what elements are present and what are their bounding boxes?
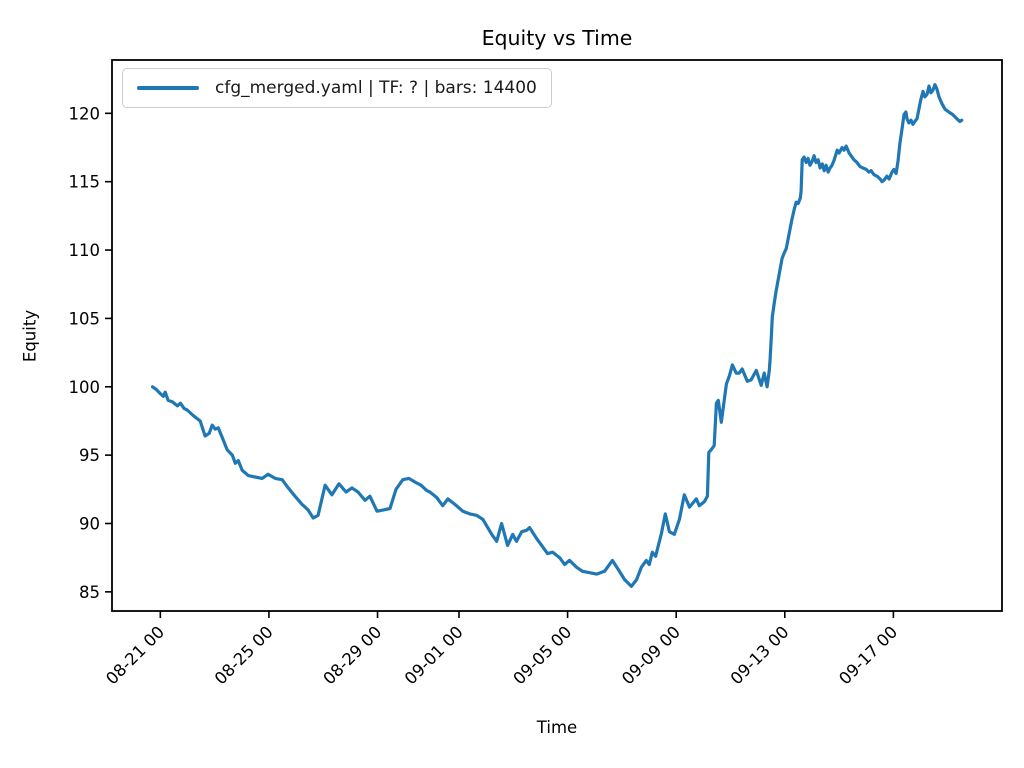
- y-tick-label: 90: [79, 514, 100, 533]
- chart-title: Equity vs Time: [481, 26, 633, 50]
- legend-label: cfg_merged.yaml | TF: ? | bars: 14400: [215, 78, 537, 98]
- y-tick-label: 105: [69, 309, 101, 328]
- x-tick-label: 09-13 00: [727, 622, 793, 688]
- x-tick-label: 08-21 00: [102, 622, 168, 688]
- y-tick-label: 120: [69, 104, 101, 123]
- x-tick-label: 08-25 00: [211, 622, 277, 688]
- y-tick-label: 95: [79, 446, 100, 465]
- x-tick-label: 09-09 00: [618, 622, 684, 688]
- y-tick-label: 115: [69, 173, 101, 192]
- y-tick-label: 100: [69, 378, 101, 397]
- x-tick-label: 09-05 00: [510, 622, 576, 688]
- legend-box: cfg_merged.yaml | TF: ? | bars: 14400: [122, 68, 552, 108]
- x-tick-label: 09-17 00: [835, 622, 901, 688]
- x-tick-label: 08-29 00: [319, 622, 385, 688]
- y-axis-label: Equity: [20, 309, 40, 363]
- plot-frame: [111, 59, 1003, 612]
- y-tick-label: 85: [79, 583, 100, 602]
- legend-line-swatch: [137, 86, 199, 90]
- y-tick-label: 110: [69, 241, 101, 260]
- x-tick-label: 09-01 00: [401, 622, 467, 688]
- equity-line: [150, 83, 964, 588]
- x-axis-label: Time: [536, 718, 578, 737]
